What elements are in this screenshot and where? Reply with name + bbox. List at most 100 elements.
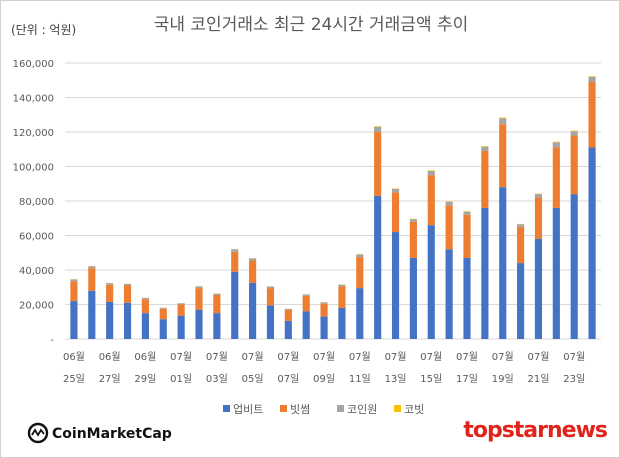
bar-segment: [374, 132, 382, 196]
bar-segment: [338, 286, 346, 308]
bar-segment: [552, 141, 560, 143]
x-tick-month: 07월: [420, 351, 442, 363]
bar-segment: [356, 257, 364, 289]
bar-segment: [499, 124, 507, 188]
bar-segment: [409, 257, 417, 339]
x-tick-day: 13일: [385, 373, 407, 385]
bar-segment: [88, 268, 96, 291]
bar-segment: [427, 225, 435, 339]
bar-segment: [552, 207, 560, 339]
bar-segment: [141, 299, 149, 314]
bar-segment: [391, 188, 400, 193]
bar-segment: [499, 117, 507, 119]
bar-segment: [249, 282, 257, 339]
bar-segment: [213, 313, 221, 339]
bar-segment: [374, 126, 382, 132]
bar-segment: [320, 303, 328, 317]
bar-segment: [320, 302, 328, 304]
coinmarketcap-icon-wave: [31, 428, 45, 437]
bar-segment: [445, 205, 453, 250]
bar-segment: [249, 260, 257, 283]
bar-segment: [570, 135, 578, 195]
x-tick-day: 09일: [313, 373, 335, 385]
bar-segment: [463, 211, 471, 215]
x-tick-month: 07월: [385, 351, 407, 363]
bar-segment: [320, 316, 328, 339]
bar-segment: [249, 258, 257, 261]
x-tick-month: 07월: [563, 351, 585, 363]
bar-segment: [231, 251, 239, 272]
bar-segment: [159, 308, 167, 320]
coinmarketcap-icon: [27, 422, 49, 444]
x-tick-month: 06월: [99, 351, 121, 363]
x-tick-day: 27일: [99, 373, 121, 385]
x-tick-month: 07월: [313, 351, 335, 363]
x-tick-month: 07월: [242, 351, 264, 363]
chart-title: 국내 코인거래소 최근 24시간 거래금액 추이: [154, 15, 469, 35]
bar-segment: [106, 301, 114, 339]
bar-segment: [266, 286, 275, 289]
bar-segment: [409, 219, 417, 222]
x-tick-day: 23일: [563, 373, 585, 385]
bar-segment: [463, 214, 471, 258]
bar-segment: [570, 131, 578, 136]
bar-segment: [427, 170, 435, 176]
bar-segment: [88, 290, 96, 339]
legend-swatch: [337, 405, 344, 412]
x-tick-day: 21일: [527, 373, 549, 385]
y-tick-label: 40,000: [19, 266, 54, 277]
bar-segment: [481, 207, 489, 339]
bar-segment: [534, 197, 543, 239]
bar-segment: [374, 195, 382, 339]
x-tick-day: 03일: [206, 373, 228, 385]
x-tick-month: 07월: [206, 351, 228, 363]
bar-segment: [266, 305, 275, 339]
y-tick-label: 60,000: [19, 232, 54, 243]
bar-segment: [338, 307, 346, 339]
bar-segment: [106, 283, 114, 285]
x-tick-day: 15일: [420, 373, 442, 385]
legend-label: 업비트: [233, 403, 263, 416]
x-tick-day: 11일: [349, 373, 371, 385]
x-axis-ticks: 06월 25일 06월 27일 06월 29일 07월 01일 07월 03일 07월 05일 07월 0…: [63, 351, 585, 385]
bar-segment: [427, 170, 435, 171]
bar-segment: [588, 81, 596, 148]
bar-segment: [481, 146, 489, 151]
legend-label: 빗썸: [290, 403, 310, 416]
legend-swatch: [280, 405, 287, 412]
bars: [70, 76, 596, 339]
bar-segment: [195, 286, 203, 289]
bar-segment: [517, 263, 525, 339]
bar-segment: [302, 311, 310, 339]
x-tick-month: 06월: [134, 351, 156, 363]
bar-segment: [499, 118, 507, 125]
bar-segment: [123, 283, 132, 286]
topstarnews-logo: topstarnews: [463, 418, 608, 443]
bar-segment: [302, 295, 310, 312]
bar-segment: [517, 224, 525, 227]
bar-segment: [195, 309, 203, 339]
x-tick-day: 17일: [456, 373, 478, 385]
bar-segment: [570, 194, 578, 339]
bar-segment: [374, 126, 382, 127]
bar-segment: [302, 294, 310, 296]
bar-segment: [70, 279, 78, 282]
x-tick-month: 07월: [349, 351, 371, 363]
coinmarketcap-logo: CoinMarketCap: [27, 422, 172, 444]
bar-segment: [195, 288, 203, 310]
bar-segment: [391, 232, 400, 339]
bar-segment: [356, 254, 364, 258]
bar-segment: [266, 288, 275, 306]
x-tick-month: 07월: [492, 351, 514, 363]
y-tick-label: 100,000: [13, 163, 54, 174]
y-tick-label: 120,000: [13, 128, 54, 139]
unit-label: (단위 : 억원): [11, 23, 76, 37]
bar-segment: [106, 284, 114, 302]
bar-segment: [231, 271, 239, 339]
bar-segment: [123, 285, 132, 303]
bar-segment: [552, 147, 560, 208]
x-tick-day: 01일: [170, 373, 192, 385]
gridlines: [65, 62, 601, 340]
bar-segment: [445, 249, 453, 339]
